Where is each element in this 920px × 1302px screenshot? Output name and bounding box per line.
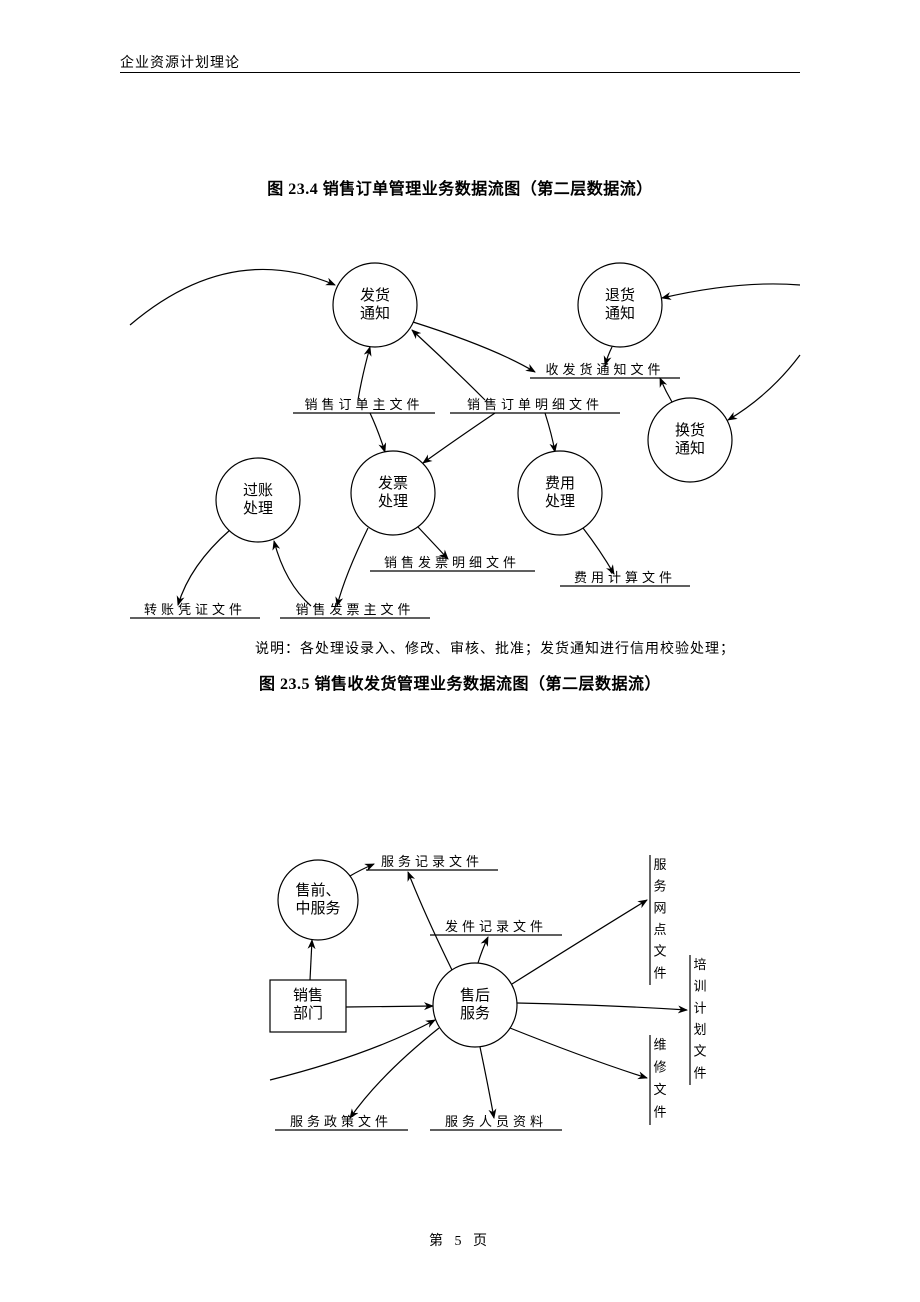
edge [130, 269, 335, 325]
datastore-label: 服务记录文件 [381, 854, 483, 869]
page-footer: 第 5 页 [0, 1230, 920, 1250]
node-label: 退货 [605, 287, 635, 304]
edge [512, 900, 647, 984]
edge [583, 528, 614, 574]
svg-text:件: 件 [653, 965, 666, 980]
datastore-label-vertical: 维修文件 [653, 1037, 666, 1120]
svg-text:件: 件 [653, 1105, 666, 1120]
datastore-label: 收发货通知文件 [545, 362, 664, 377]
edge [413, 322, 535, 372]
edge [510, 1028, 647, 1078]
svg-text:务: 务 [653, 879, 666, 894]
edge [478, 937, 488, 963]
datastore-label: 销售发票主文件 [295, 602, 414, 617]
svg-text:网: 网 [653, 900, 666, 915]
edge [412, 330, 485, 400]
datastore-label: 销售订单主文件 [304, 397, 423, 412]
edge [337, 528, 368, 606]
node-label: 服务 [460, 1005, 490, 1022]
svg-text:训: 训 [693, 979, 706, 994]
datastore-label: 转账凭证文件 [144, 602, 246, 617]
datastore-label-vertical: 培训计划文件 [693, 957, 706, 1080]
figure-caption-1: 说明：各处理设录入、修改、审核、批准；发货通知进行信用校验处理； [255, 638, 735, 658]
node-label: 通知 [675, 440, 705, 457]
node-presale [278, 860, 358, 940]
datastore-label: 服务人员资料 [445, 1114, 547, 1129]
edge [274, 541, 311, 606]
svg-text:文: 文 [693, 1044, 706, 1059]
datastore-label: 费用计算文件 [574, 570, 676, 585]
edge [423, 413, 495, 463]
node-exchange-notice [648, 398, 732, 482]
edge [728, 355, 800, 420]
svg-text:计: 计 [693, 1000, 706, 1015]
edge [178, 530, 230, 605]
edge [310, 940, 312, 980]
node-aftersale [433, 963, 517, 1047]
edge [350, 1028, 439, 1118]
edge [370, 413, 385, 452]
node-label: 部门 [293, 1005, 323, 1022]
node-label: 处理 [243, 500, 273, 517]
datastore-label: 销售订单明细文件 [467, 397, 603, 412]
svg-text:服: 服 [653, 857, 666, 872]
svg-text:培: 培 [693, 957, 706, 972]
svg-text:点: 点 [653, 922, 666, 937]
svg-text:件: 件 [693, 1065, 706, 1080]
node-expense [518, 451, 602, 535]
node-ship-notice [333, 263, 417, 347]
edge [358, 347, 370, 400]
node-return-notice [578, 263, 662, 347]
node-label: 处理 [545, 493, 575, 510]
node-label: 换货 [675, 422, 705, 439]
node-label: 过账 [243, 482, 273, 499]
svg-text:文: 文 [653, 944, 666, 959]
edge [517, 1003, 687, 1010]
edge [545, 413, 555, 452]
node-posting [216, 458, 300, 542]
edge [660, 378, 672, 402]
svg-text:修: 修 [653, 1060, 666, 1075]
node-label: 售后 [460, 987, 490, 1004]
svg-text:文: 文 [653, 1082, 666, 1097]
svg-text:划: 划 [693, 1022, 706, 1037]
svg-text:维: 维 [653, 1037, 666, 1052]
edge [346, 1006, 433, 1007]
datastore-label: 销售发票明细文件 [384, 555, 520, 570]
node-label: 通知 [605, 305, 635, 322]
edge [662, 284, 800, 298]
node-invoice [351, 451, 435, 535]
datastore-label-vertical: 服务网点文件 [653, 857, 666, 980]
node-label: 售前、 [295, 882, 340, 899]
datastore-label: 发件记录文件 [445, 919, 547, 934]
node-label: 发货 [360, 287, 390, 304]
node-label: 发票 [378, 475, 408, 492]
node-label: 通知 [360, 305, 390, 322]
node-label: 销售 [293, 987, 323, 1004]
document-page: 企业资源计划理论 图 23.4 销售订单管理业务数据流图（第二层数据流） 发货 … [0, 0, 920, 1302]
node-label: 处理 [378, 493, 408, 510]
edge [480, 1047, 494, 1118]
datastore-label: 服务政策文件 [290, 1114, 392, 1129]
node-label: 中服务 [295, 900, 340, 917]
node-label: 费用 [545, 475, 575, 492]
figure-title-2: 图 23.5 销售收发货管理业务数据流图（第二层数据流） [0, 670, 920, 694]
